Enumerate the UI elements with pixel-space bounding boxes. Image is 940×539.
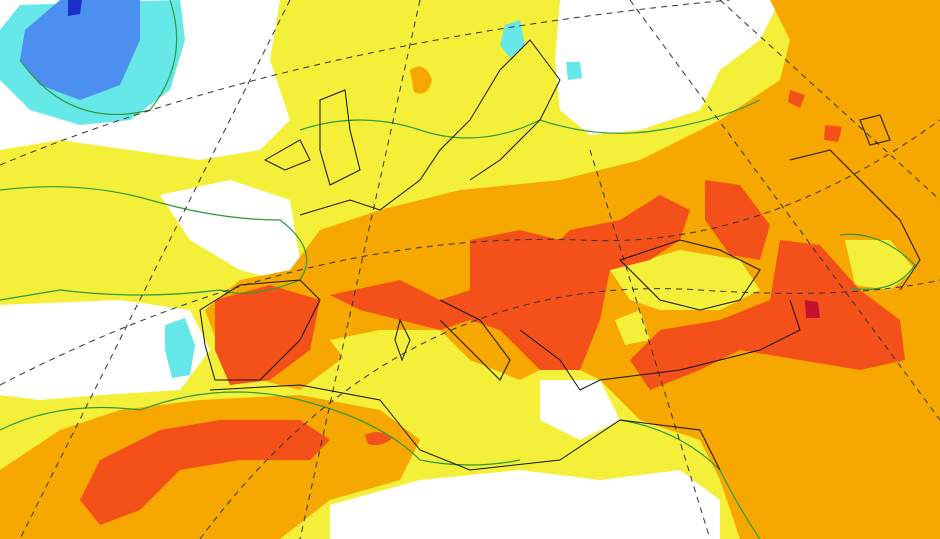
field-cool [0, 0, 582, 378]
field-warm4 [805, 300, 820, 318]
coastlines [199, 39, 921, 471]
field-warm1-inner [330, 240, 915, 390]
field-warm3 [80, 90, 905, 525]
